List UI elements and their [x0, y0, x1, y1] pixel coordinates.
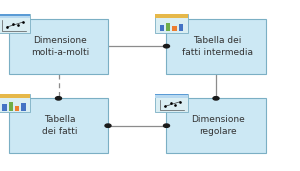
FancyBboxPatch shape: [21, 103, 26, 111]
FancyBboxPatch shape: [155, 14, 188, 18]
FancyBboxPatch shape: [155, 94, 188, 98]
Text: Tabella
dei fatti: Tabella dei fatti: [42, 115, 78, 136]
FancyBboxPatch shape: [166, 23, 170, 31]
FancyBboxPatch shape: [9, 98, 108, 153]
FancyBboxPatch shape: [0, 94, 31, 98]
FancyBboxPatch shape: [0, 14, 31, 18]
Circle shape: [164, 124, 169, 127]
FancyBboxPatch shape: [167, 19, 266, 74]
Circle shape: [105, 124, 111, 127]
Circle shape: [213, 97, 219, 100]
Circle shape: [56, 97, 62, 100]
FancyBboxPatch shape: [0, 14, 31, 33]
FancyBboxPatch shape: [155, 14, 188, 33]
FancyBboxPatch shape: [0, 94, 31, 113]
FancyBboxPatch shape: [172, 26, 177, 31]
FancyBboxPatch shape: [155, 94, 188, 95]
Circle shape: [164, 44, 169, 48]
FancyBboxPatch shape: [179, 24, 183, 31]
FancyBboxPatch shape: [9, 102, 13, 111]
FancyBboxPatch shape: [9, 19, 108, 74]
FancyBboxPatch shape: [167, 98, 266, 153]
FancyBboxPatch shape: [0, 14, 31, 16]
Text: Tabella dei
fatti intermedia: Tabella dei fatti intermedia: [182, 36, 253, 57]
FancyBboxPatch shape: [160, 25, 164, 31]
Text: Dimensione
molti-a-molti: Dimensione molti-a-molti: [31, 36, 89, 57]
FancyBboxPatch shape: [2, 104, 7, 111]
Text: Dimensione
regolare: Dimensione regolare: [191, 115, 244, 136]
FancyBboxPatch shape: [15, 106, 19, 111]
FancyBboxPatch shape: [155, 94, 188, 113]
